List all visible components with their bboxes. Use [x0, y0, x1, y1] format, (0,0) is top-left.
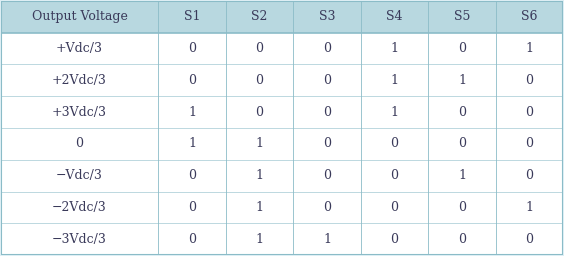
Bar [1, 192, 563, 223]
Text: 1: 1 [255, 233, 263, 246]
Text: S2: S2 [252, 10, 268, 23]
Text: 0: 0 [323, 42, 331, 55]
Text: 0: 0 [458, 233, 466, 246]
Text: 0: 0 [458, 137, 466, 151]
Bar [1, 33, 563, 64]
Text: S3: S3 [319, 10, 335, 23]
Text: 0: 0 [390, 169, 399, 182]
Text: 1: 1 [390, 105, 399, 119]
Bar [1, 96, 563, 128]
Text: Output Voltage: Output Voltage [32, 10, 127, 23]
Text: 1: 1 [526, 201, 534, 214]
Text: S6: S6 [521, 10, 538, 23]
Text: 0: 0 [188, 201, 196, 214]
Text: 0: 0 [526, 233, 534, 246]
Text: 1: 1 [255, 201, 263, 214]
Text: 0: 0 [188, 169, 196, 182]
Text: 1: 1 [255, 137, 263, 151]
Text: +2Vdc/3: +2Vdc/3 [52, 74, 107, 87]
Text: S1: S1 [184, 10, 200, 23]
Text: 0: 0 [526, 74, 534, 87]
Text: 0: 0 [255, 42, 263, 55]
Text: 1: 1 [255, 169, 263, 182]
Text: 0: 0 [255, 74, 263, 87]
Text: 0: 0 [458, 105, 466, 119]
Text: 0: 0 [526, 169, 534, 182]
Text: 0: 0 [76, 137, 83, 151]
Bar [1, 160, 563, 192]
Text: 0: 0 [323, 201, 331, 214]
Bar [1, 128, 563, 160]
Text: 0: 0 [390, 233, 399, 246]
Text: 0: 0 [323, 169, 331, 182]
Text: −2Vdc/3: −2Vdc/3 [52, 201, 107, 214]
Text: −3Vdc/3: −3Vdc/3 [52, 233, 107, 246]
Text: 0: 0 [188, 42, 196, 55]
Text: S4: S4 [386, 10, 403, 23]
Bar [1, 64, 563, 96]
Text: 1: 1 [458, 74, 466, 87]
Bar [1, 223, 563, 255]
Text: 1: 1 [188, 105, 196, 119]
Text: +Vdc/3: +Vdc/3 [56, 42, 103, 55]
Text: 0: 0 [323, 137, 331, 151]
Text: 0: 0 [458, 42, 466, 55]
Text: 0: 0 [390, 137, 399, 151]
Text: 1: 1 [390, 74, 399, 87]
Text: 1: 1 [526, 42, 534, 55]
Text: 0: 0 [390, 201, 399, 214]
Text: S5: S5 [454, 10, 470, 23]
Text: 0: 0 [323, 105, 331, 119]
Text: 0: 0 [255, 105, 263, 119]
Bar [1, 1, 563, 33]
Text: 0: 0 [526, 137, 534, 151]
Text: 1: 1 [390, 42, 399, 55]
Text: 0: 0 [188, 74, 196, 87]
Text: 0: 0 [323, 74, 331, 87]
Text: +3Vdc/3: +3Vdc/3 [52, 105, 107, 119]
Text: 0: 0 [526, 105, 534, 119]
Text: 1: 1 [188, 137, 196, 151]
Text: −Vdc/3: −Vdc/3 [56, 169, 103, 182]
Text: 1: 1 [323, 233, 331, 246]
Text: 0: 0 [188, 233, 196, 246]
Text: 0: 0 [458, 201, 466, 214]
Text: 1: 1 [458, 169, 466, 182]
